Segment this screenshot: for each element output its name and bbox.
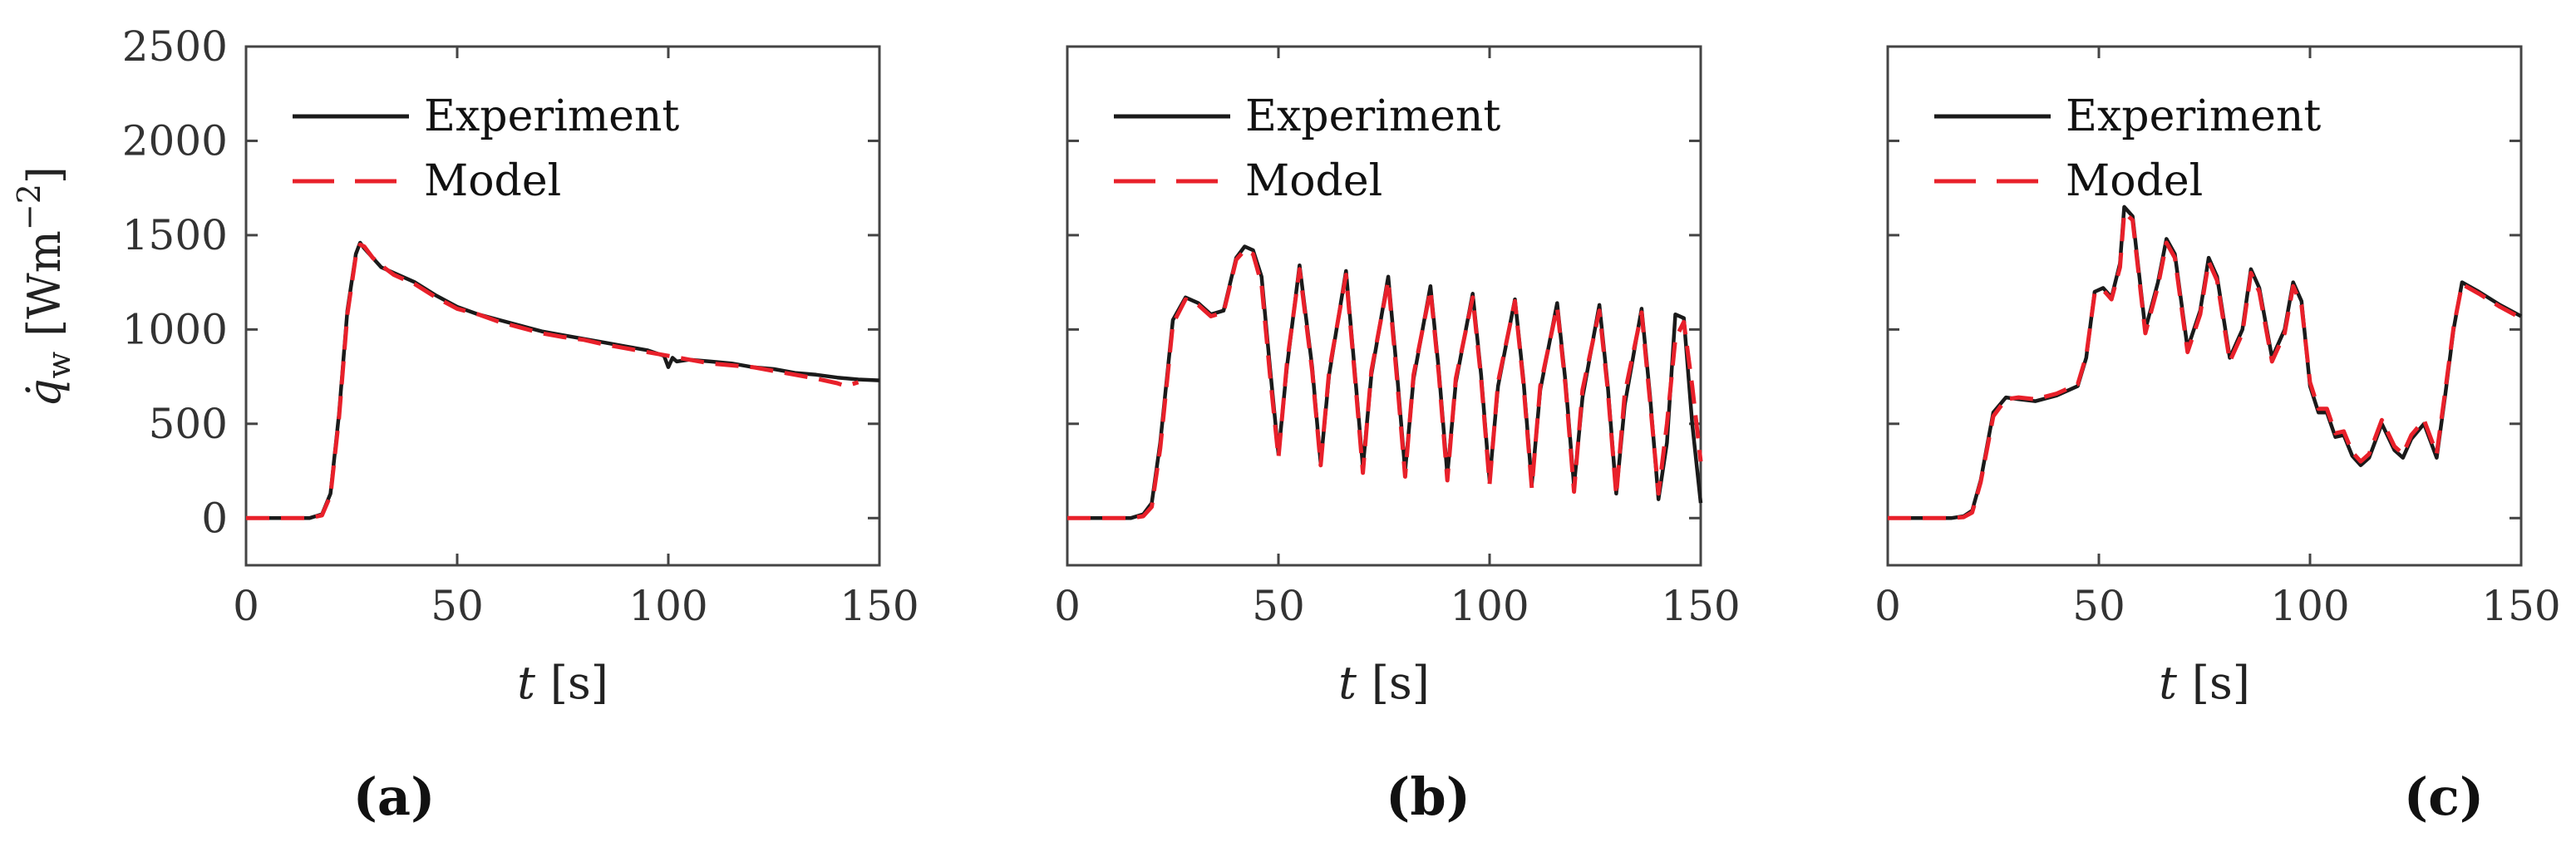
plot-frame [1066, 45, 1702, 567]
x-tick-label: 50 [2072, 582, 2125, 630]
y-tick-label: 0 [201, 494, 228, 542]
x-tick-label: 0 [1054, 582, 1081, 630]
x-tick-label: 50 [431, 582, 484, 630]
x-axis-label: t [s] [1338, 657, 1430, 709]
x-tick-label: 100 [1450, 582, 1529, 630]
y-axis-label-unit: [Wm [18, 230, 71, 337]
x-axis-label-var: t [1338, 657, 1357, 709]
y-axis-label-var: q̇ [18, 378, 71, 407]
x-tick-label: 0 [1874, 582, 1901, 630]
legend-label-experiment: Experiment [1245, 91, 1500, 141]
y-tick-label: 2000 [122, 116, 228, 165]
y-tick-label: 2500 [122, 22, 228, 71]
x-axis-label-unit: [s] [2192, 657, 2250, 709]
legend-label-model: Model [424, 156, 561, 206]
panel-b-caption: (b) [1386, 766, 1470, 827]
x-tick-label: 150 [840, 582, 919, 630]
y-tick-label: 500 [149, 400, 228, 448]
x-axis-label-unit: [s] [550, 657, 608, 709]
x-tick-label: 50 [1252, 582, 1305, 630]
y-tick-label: 1500 [122, 211, 228, 259]
x-axis-label-var: t [517, 657, 535, 709]
legend-label-model: Model [1245, 156, 1382, 206]
series-line-experiment [1888, 204, 2523, 520]
series-line-model [1067, 248, 1703, 520]
x-tick-label: 0 [233, 582, 259, 630]
legend-label-experiment: Experiment [424, 91, 679, 141]
legend-label-experiment: Experiment [2066, 91, 2321, 141]
plot-frame [1886, 45, 2523, 567]
series-line-model [1888, 210, 2523, 520]
series-line-model [246, 242, 859, 520]
svg-text:q̇w[Wm−2]: q̇w [Wm−2] [11, 166, 77, 407]
x-tick-label: 150 [2481, 582, 2560, 630]
x-tick-label: 100 [628, 582, 707, 630]
x-axis-label-unit: [s] [1372, 657, 1430, 709]
y-axis-label-sub: w [41, 351, 77, 378]
y-axis-label-close: ] [18, 166, 71, 184]
x-tick-label: 100 [2270, 582, 2349, 630]
panel-c-caption: (c) [2404, 766, 2484, 827]
x-axis-label: t [s] [517, 657, 608, 709]
panel-a-caption: (a) [353, 766, 436, 827]
x-axis-label-var: t [2159, 657, 2177, 709]
x-axis-label: t [s] [2159, 657, 2250, 709]
y-axis-label: q̇w [Wm−2] [11, 166, 77, 407]
x-tick-label: 150 [1661, 582, 1740, 630]
y-tick-label: 1000 [122, 305, 228, 353]
panel-c: 0 50 100 150 t [s] Experiment Model [1874, 45, 2561, 709]
plot-frame [244, 45, 881, 567]
panel-b: 0 50 100 150 t [s] Experiment Model [1054, 45, 1741, 709]
y-axis-label-exp: −2 [11, 184, 47, 230]
legend-label-model: Model [2066, 156, 2203, 206]
